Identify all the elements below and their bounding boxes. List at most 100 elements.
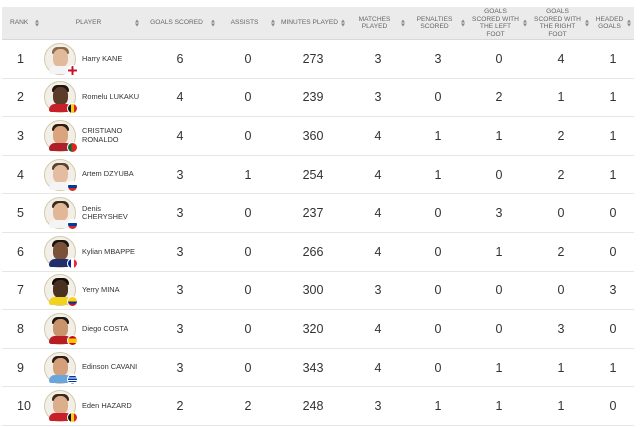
headed-goals-cell: 0: [609, 244, 617, 259]
matches-played-cell: 4: [374, 167, 382, 182]
rank-cell: 10: [17, 399, 31, 414]
column-header-goals-right-foot[interactable]: GOALS SCORED WITH THE RIGHT FOOT: [530, 7, 592, 39]
player-name[interactable]: Harry KANE: [82, 53, 123, 63]
column-header-player[interactable]: PLAYER: [42, 7, 142, 39]
minutes-played-cell: 237: [302, 206, 324, 221]
player-name[interactable]: Denis CHERYSHEV: [82, 203, 128, 222]
player-name[interactable]: Edinson CAVANI: [82, 362, 138, 372]
penalties-scored-cell: 0: [434, 283, 442, 298]
penalties-scored-cell: 3: [434, 51, 442, 66]
assists-cell: 0: [244, 128, 252, 143]
minutes-played-cell: 360: [302, 128, 324, 143]
matches-played-cell: 4: [374, 244, 382, 259]
top-scorers-table: RANK PLAYER GOALS SCORED ASSISTS MINUTES…: [2, 7, 634, 426]
flag-icon: [67, 219, 78, 231]
right-foot-goals-cell: 1: [557, 90, 565, 105]
player-avatar: [44, 42, 78, 76]
player-cell[interactable]: Denis CHERYSHEV: [42, 194, 142, 232]
player-name[interactable]: Kylian MBAPPE: [82, 246, 135, 256]
headed-goals-cell: 1: [609, 51, 617, 66]
rank-cell: 6: [17, 244, 24, 259]
player-name[interactable]: Diego COSTA: [82, 323, 129, 333]
player-cell[interactable]: Harry KANE: [42, 40, 142, 78]
column-header-rank[interactable]: RANK: [2, 7, 42, 39]
matches-played-cell: 4: [374, 321, 382, 336]
left-foot-goals-cell: 0: [495, 321, 503, 336]
assists-cell: 1: [244, 167, 252, 182]
player-cell[interactable]: Edinson CAVANI: [42, 349, 142, 387]
flag-icon: [67, 334, 78, 346]
rank-cell: 7: [17, 283, 24, 298]
left-foot-goals-cell: 0: [495, 51, 503, 66]
rank-cell: 4: [17, 167, 24, 182]
column-header-matches-played[interactable]: MATCHES PLAYED: [348, 7, 408, 39]
column-header-minutes-played[interactable]: MINUTES PLAYED: [278, 7, 348, 39]
player-name[interactable]: Artem DZYUBA: [82, 169, 134, 179]
flag-icon: [67, 373, 78, 385]
player-avatar: [44, 197, 78, 231]
table-row[interactable]: 7 Yerry MINA 3 0 300 3 0 0 0 3: [2, 272, 634, 311]
player-cell[interactable]: CRISTIANO RONALDO: [42, 117, 142, 155]
player-avatar: [44, 390, 78, 424]
left-foot-goals-cell: 3: [495, 206, 503, 221]
player-avatar: [44, 119, 78, 153]
player-name[interactable]: Yerry MINA: [82, 285, 120, 295]
minutes-played-cell: 300: [302, 283, 324, 298]
right-foot-goals-cell: 2: [557, 128, 565, 143]
player-cell[interactable]: Romelu LUKAKU: [42, 79, 142, 117]
goals-scored-cell: 4: [176, 90, 184, 105]
column-header-headed-goals[interactable]: HEADED GOALS: [592, 7, 634, 39]
penalties-scored-cell: 0: [434, 244, 442, 259]
player-avatar: [44, 312, 78, 346]
assists-cell: 0: [244, 90, 252, 105]
penalties-scored-cell: 0: [434, 360, 442, 375]
player-name[interactable]: Romelu LUKAKU: [82, 92, 140, 102]
headed-goals-cell: 1: [609, 128, 617, 143]
table-row[interactable]: 5 Denis CHERYSHEV 3 0 237 4 0 3 0 0: [2, 194, 634, 233]
player-cell[interactable]: Kylian MBAPPE: [42, 233, 142, 271]
player-avatar: [44, 351, 78, 385]
sort-icon: [585, 19, 589, 27]
column-header-penalties-scored[interactable]: PENALTIES SCORED: [408, 7, 468, 39]
player-cell[interactable]: Eden HAZARD: [42, 387, 142, 425]
assists-cell: 0: [244, 51, 252, 66]
player-cell[interactable]: Artem DZYUBA: [42, 156, 142, 194]
matches-played-cell: 4: [374, 360, 382, 375]
penalties-scored-cell: 1: [434, 128, 442, 143]
minutes-played-cell: 254: [302, 167, 324, 182]
column-header-assists[interactable]: ASSISTS: [218, 7, 278, 39]
penalties-scored-cell: 1: [434, 167, 442, 182]
rank-cell: 5: [17, 206, 24, 221]
assists-cell: 2: [244, 399, 252, 414]
sort-icon: [135, 19, 139, 27]
penalties-scored-cell: 0: [434, 206, 442, 221]
table-row[interactable]: 2 Romelu LUKAKU 4 0 239 3 0 2 1 1: [2, 79, 634, 118]
rank-cell: 1: [17, 51, 24, 66]
table-row[interactable]: 1 Harry KANE 6 0 273 3 3 0 4 1: [2, 40, 634, 79]
assists-cell: 0: [244, 206, 252, 221]
table-header: RANK PLAYER GOALS SCORED ASSISTS MINUTES…: [2, 7, 634, 40]
table-row[interactable]: 4 Artem DZYUBA 3 1 254 4 1 0 2 1: [2, 156, 634, 195]
rank-cell: 2: [17, 90, 24, 105]
table-row[interactable]: 8 Diego COSTA 3 0 320 4 0 0 3 0: [2, 310, 634, 349]
table-row[interactable]: 10 Eden HAZARD 2 2 248 3 1 1 1 0: [2, 387, 634, 426]
rank-cell: 9: [17, 360, 24, 375]
right-foot-goals-cell: 2: [557, 167, 565, 182]
headed-goals-cell: 0: [609, 399, 617, 414]
player-name[interactable]: Eden HAZARD: [82, 400, 132, 410]
player-avatar: [44, 274, 78, 308]
goals-scored-cell: 4: [176, 128, 184, 143]
table-row[interactable]: 9 Edinson CAVANI 3 0 343 4 0 1 1 1: [2, 349, 634, 388]
table-row[interactable]: 6 Kylian MBAPPE 3 0 266 4 0 1 2 0: [2, 233, 634, 272]
player-name[interactable]: CRISTIANO RONALDO: [82, 126, 123, 144]
rank-cell: 8: [17, 321, 24, 336]
right-foot-goals-cell: 0: [557, 283, 565, 298]
left-foot-goals-cell: 1: [495, 360, 503, 375]
column-header-goals-scored[interactable]: GOALS SCORED: [142, 7, 218, 39]
assists-cell: 0: [244, 283, 252, 298]
player-cell[interactable]: Diego COSTA: [42, 310, 142, 348]
player-cell[interactable]: Yerry MINA: [42, 272, 142, 310]
assists-cell: 0: [244, 321, 252, 336]
table-row[interactable]: 3 CRISTIANO RONALDO 4 0 360 4 1 1 2 1: [2, 117, 634, 156]
column-header-goals-left-foot[interactable]: GOALS SCORED WITH THE LEFT FOOT: [468, 7, 530, 39]
